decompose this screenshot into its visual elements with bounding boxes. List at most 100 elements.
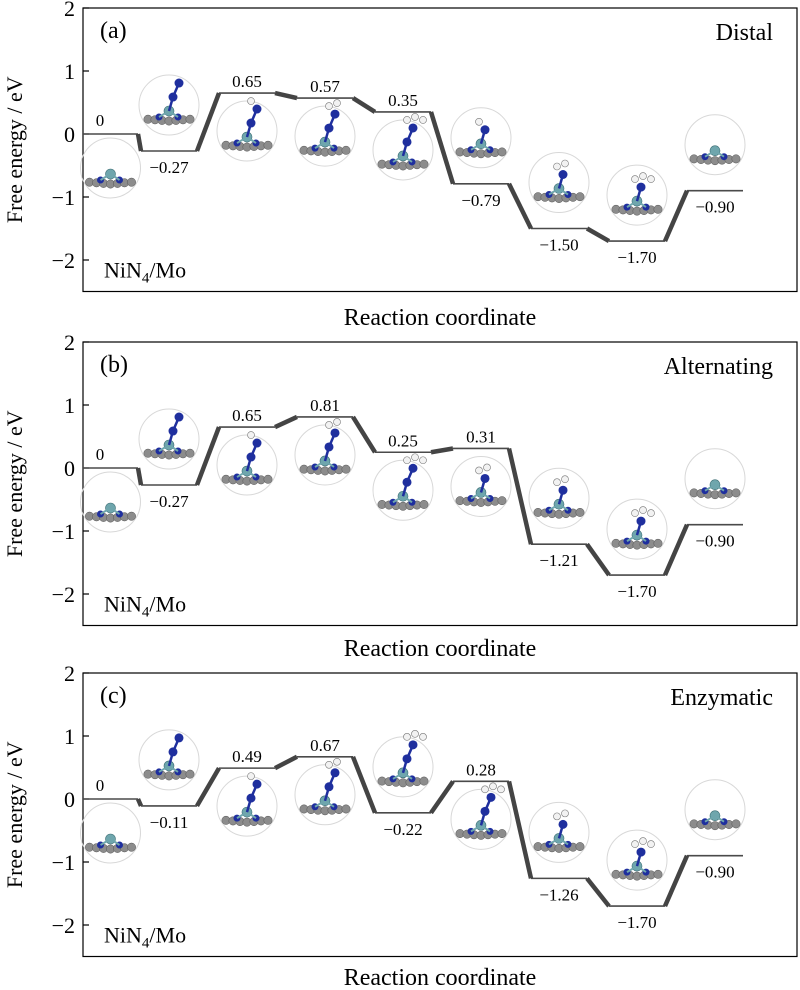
adsorbate-structure-3 <box>216 97 278 162</box>
nitrogen-atom <box>480 473 490 483</box>
y-axis-label: Free energy / eV <box>2 741 27 888</box>
hydrogen-atom <box>411 113 419 121</box>
bond <box>168 110 179 118</box>
y-tick-label: 2 <box>64 330 75 355</box>
nitrogen-atom <box>408 463 418 473</box>
energy-level-label: −0.11 <box>150 813 189 832</box>
energy-level-label: −0.27 <box>149 492 189 511</box>
energy-level-label: 0.25 <box>388 431 418 450</box>
energy-level-label: 0 <box>96 445 105 464</box>
hydrogen-atom <box>333 757 341 766</box>
bond <box>392 155 404 163</box>
adsorbate-structure-3 <box>216 431 278 496</box>
carbon-atom <box>653 869 663 879</box>
bond <box>704 814 716 823</box>
structure-outline <box>294 764 356 826</box>
hydrogen-atom <box>497 785 505 794</box>
adsorbate-structure-7 <box>528 467 590 529</box>
hydrogen-atom <box>639 506 647 514</box>
bond <box>548 837 560 846</box>
carbon-atom <box>127 842 136 852</box>
energy-level-label: −1.70 <box>617 913 656 932</box>
structure-outline <box>372 459 434 521</box>
hydrogen-atom <box>483 463 491 472</box>
carbon-atom <box>731 819 741 829</box>
nitrogen-atom <box>330 428 340 438</box>
hydrogen-atom <box>411 453 419 462</box>
panel-label: (a) <box>100 18 127 44</box>
energy-level-label: 0.49 <box>232 747 262 766</box>
energy-level-label: 0.65 <box>232 406 262 425</box>
bond <box>392 772 404 780</box>
bond <box>158 110 170 118</box>
energy-connector <box>662 523 690 577</box>
catalyst-label-part: /Mo <box>149 592 186 617</box>
energy-connector <box>430 446 454 455</box>
catalyst-label-part: /Mo <box>149 923 186 948</box>
carbon-atom <box>731 488 741 498</box>
energy-connector <box>194 426 222 486</box>
energy-level-label: 0.31 <box>466 427 496 446</box>
nitrogen-atom <box>252 779 262 789</box>
hydrogen-atom <box>647 509 655 517</box>
structure-outline <box>450 788 512 850</box>
y-tick-label: −1 <box>52 850 75 875</box>
energy-connector <box>506 780 534 879</box>
hydrogen-atom <box>553 478 561 487</box>
nitrogen-atom <box>174 733 184 743</box>
bond <box>314 460 326 468</box>
structure-outline <box>80 802 141 864</box>
hydrogen-atom <box>325 421 333 429</box>
hydrogen-atom <box>561 475 569 484</box>
y-tick-label: 2 <box>64 0 75 21</box>
adsorbate-structure-4 <box>294 418 356 486</box>
hydrogen-atom <box>561 159 569 168</box>
hydrogen-atom <box>325 102 333 110</box>
carbon-atom <box>419 776 429 786</box>
bond <box>704 149 716 158</box>
hydrogen-atom <box>489 782 497 791</box>
energy-connector <box>506 447 534 545</box>
energy-level-label: 0.65 <box>232 72 262 91</box>
carbon-atom <box>419 500 429 509</box>
catalyst-label: NiN4/Mo <box>104 923 186 952</box>
catalyst-label: NiN4/Mo <box>104 258 186 287</box>
bond <box>558 187 569 196</box>
bond <box>314 799 326 808</box>
carbon-atom <box>653 204 663 214</box>
catalyst-label-part: NiN <box>104 592 142 617</box>
structure-outline <box>216 100 278 162</box>
structure-outline <box>216 775 278 837</box>
hydrogen-atom <box>419 116 427 124</box>
adsorbate-structure-8 <box>606 164 668 226</box>
y-axis-label: Free energy / eV <box>2 76 27 223</box>
bond <box>246 470 257 478</box>
structure-outline <box>606 829 668 891</box>
nitrogen-atom <box>330 109 340 119</box>
hydrogen-atom <box>325 760 333 769</box>
y-tick-label: −2 <box>52 582 75 607</box>
energy-connector <box>195 766 221 808</box>
carbon-atom <box>185 114 195 124</box>
mechanism-label: Enzymatic <box>670 685 773 711</box>
bond <box>626 534 638 542</box>
hydrogen-atom <box>419 456 427 465</box>
nitrogen-atom <box>558 819 568 829</box>
carbon-atom <box>263 474 273 484</box>
hydrogen-atom <box>639 837 647 845</box>
catalyst-label-part: NiN <box>104 923 142 948</box>
energy-connector <box>273 754 299 771</box>
bond <box>324 460 335 468</box>
carbon-atom <box>575 192 585 202</box>
energy-connector <box>662 189 690 243</box>
structure-outline <box>294 424 356 486</box>
energy-level-label: 0.67 <box>310 736 340 755</box>
carbon-atom <box>341 145 351 155</box>
bond <box>480 142 491 151</box>
hydrogen-atom <box>481 785 489 794</box>
x-axis-label: Reaction coordinate <box>344 636 537 662</box>
energy-level-label: 0.81 <box>310 396 340 415</box>
y-tick-label: 0 <box>64 456 75 481</box>
hydrogen-atom <box>247 97 255 105</box>
x-axis-label: Reaction coordinate <box>344 965 537 990</box>
